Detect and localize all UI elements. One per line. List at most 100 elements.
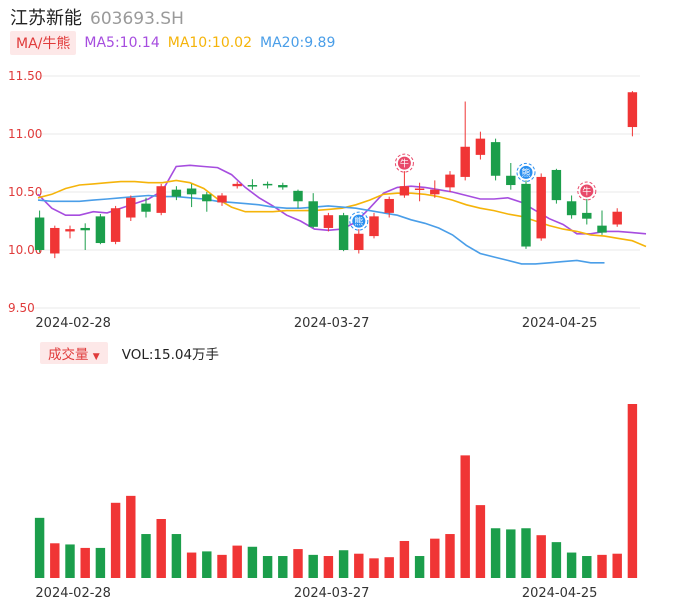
signal-ring: [349, 211, 369, 231]
signal-marker: 熊: [516, 162, 536, 182]
x-tick-label: 2024-02-28: [35, 316, 111, 330]
volume-bar: [110, 502, 121, 578]
volume-bar: [293, 549, 303, 578]
stock-code: 603693.SH: [90, 9, 184, 29]
volume-indicator-selector[interactable]: 成交量 ▼: [40, 342, 108, 364]
candle: [141, 197, 151, 218]
volume-bar: [323, 556, 334, 578]
candle: [34, 210, 45, 253]
candle: [582, 198, 592, 225]
candle: [521, 180, 531, 249]
candle: [217, 193, 227, 206]
candle-body: [126, 197, 136, 218]
x-tick-label: 2024-03-27: [294, 316, 370, 330]
volume-tag-label: 成交量: [48, 347, 89, 363]
volume-bar: [141, 534, 151, 578]
y-tick-label: 11.50: [8, 69, 42, 83]
candle: [80, 223, 90, 250]
candle-body: [110, 208, 121, 242]
signal-dot: [352, 214, 366, 228]
x-tick-label: 2024-04-25: [522, 316, 598, 330]
candle-body: [521, 183, 531, 247]
volume-bar: [430, 538, 440, 578]
signal-label: 熊: [521, 167, 530, 179]
candle: [50, 225, 60, 259]
candle-body: [475, 138, 486, 155]
candle: [475, 131, 486, 160]
volume-bar: [582, 556, 592, 578]
volume-bar: [232, 545, 242, 578]
volume-legend: 成交量 ▼ VOL:15.04万手: [40, 342, 219, 364]
candle: [430, 180, 440, 198]
candle: [399, 171, 410, 198]
candle: [65, 225, 75, 239]
stock-header: 江苏新能 603693.SH: [10, 4, 184, 29]
candle: [278, 182, 288, 190]
candle-body: [536, 176, 546, 239]
volume-bar: [80, 547, 90, 578]
candle-body: [293, 190, 303, 202]
volume-bar: [445, 534, 455, 578]
volume-bar: [551, 542, 562, 578]
candle: [536, 173, 546, 241]
y-tick-label: 9.50: [8, 301, 35, 315]
volume-bar: [627, 404, 638, 578]
candle-body: [247, 185, 258, 187]
volume-bar: [338, 550, 349, 578]
candle: [110, 205, 121, 245]
signal-marker: 牛: [394, 153, 414, 173]
volume-x-tick-label: 2024-04-25: [522, 586, 598, 601]
volume-x-tick-label: 2024-02-28: [35, 586, 111, 601]
signal-dot: [397, 156, 411, 170]
caret-down-icon: ▼: [92, 352, 100, 362]
candle-body: [186, 188, 197, 195]
volume-bar: [50, 543, 60, 578]
candle-body: [460, 146, 470, 177]
volume-bar: [384, 557, 394, 578]
volume-bar: [171, 534, 182, 578]
volume-x-tick-label: 2024-03-27: [294, 586, 370, 601]
candle-body: [323, 215, 334, 228]
candle-body: [202, 194, 212, 202]
signal-label: 牛: [582, 185, 591, 197]
volume-bar: [126, 495, 136, 578]
candle: [354, 229, 364, 254]
candle: [95, 214, 106, 245]
candle-body: [414, 188, 425, 191]
candle: [445, 171, 455, 192]
signal-ring: [394, 153, 414, 173]
candle: [308, 193, 318, 228]
volume-bar: [536, 535, 546, 578]
volume-bar: [612, 553, 622, 578]
candle-body: [354, 233, 364, 250]
signal-ring: [577, 181, 597, 201]
candle: [566, 195, 577, 219]
ma-line: [37, 194, 605, 265]
candle: [171, 186, 182, 201]
volume-bar: [521, 528, 531, 578]
candle: [414, 182, 425, 202]
volume-bar: [506, 529, 516, 578]
candle: [323, 212, 334, 232]
candle-body: [612, 211, 622, 225]
candle-body: [80, 227, 90, 231]
ma-legend: MA/牛熊 MA5:10.14 MA10:10.02 MA20:9.89: [10, 31, 343, 55]
volume-bar: [490, 528, 501, 578]
signal-marker: 熊: [349, 211, 369, 231]
ma-indicator-selector[interactable]: MA/牛熊: [10, 31, 77, 55]
volume-bar: [95, 547, 106, 578]
candle: [338, 212, 349, 252]
candle: [293, 189, 303, 209]
candle-body: [597, 225, 607, 233]
candle-body: [262, 183, 273, 186]
volume-bar: [34, 517, 45, 578]
candle: [247, 179, 258, 190]
candle: [232, 181, 242, 189]
candle: [506, 163, 516, 190]
volume-bar: [566, 552, 577, 578]
candle: [262, 181, 273, 189]
ma5-label: MA5:10.14: [84, 35, 160, 51]
volume-bar: [278, 556, 288, 578]
candle-body: [430, 189, 440, 195]
